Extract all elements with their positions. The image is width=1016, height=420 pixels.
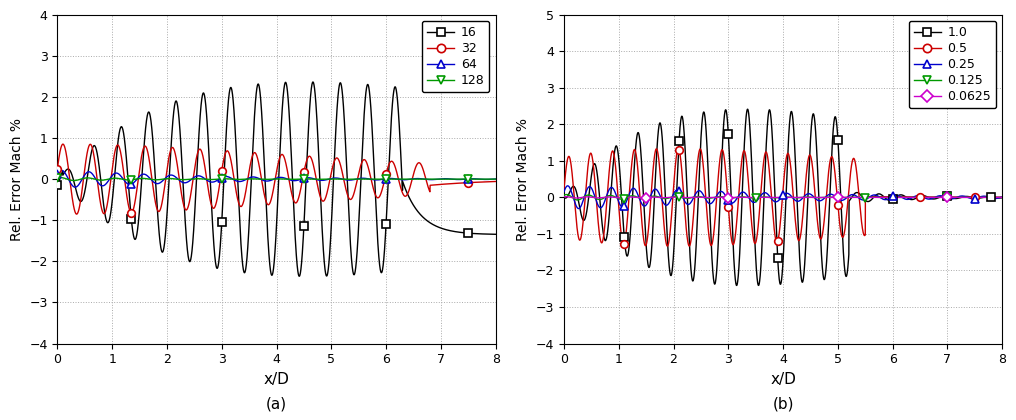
X-axis label: x/D: x/D	[263, 372, 290, 387]
X-axis label: x/D: x/D	[770, 372, 797, 387]
Text: (a): (a)	[266, 396, 288, 411]
Y-axis label: Rel. Error Mach %: Rel. Error Mach %	[10, 118, 23, 241]
Y-axis label: Rel. Error Mach %: Rel. Error Mach %	[516, 118, 530, 241]
Legend: 1.0, 0.5, 0.25, 0.125, 0.0625: 1.0, 0.5, 0.25, 0.125, 0.0625	[908, 21, 996, 108]
Text: (b): (b)	[772, 396, 793, 411]
Legend: 16, 32, 64, 128: 16, 32, 64, 128	[422, 21, 490, 92]
